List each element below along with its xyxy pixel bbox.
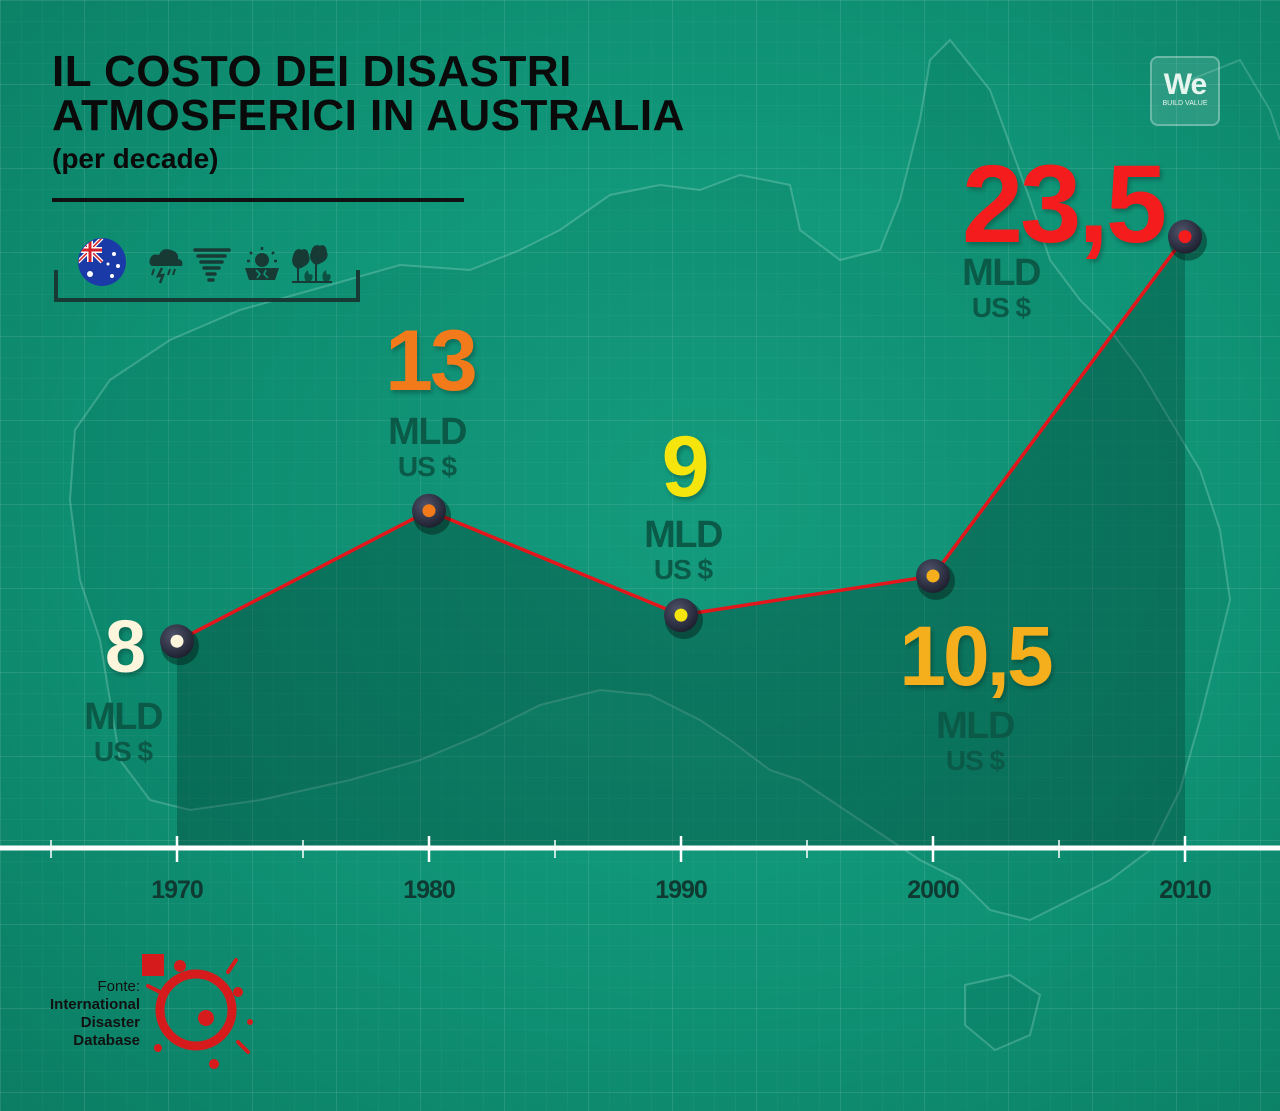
data-point-2000: [916, 558, 955, 600]
chart-title: IL COSTO DEI DISASTRI ATMOSFERICI IN AUS…: [52, 50, 685, 138]
unit-mld: MLD: [644, 514, 723, 556]
unit-label-2000: MLD US $: [920, 707, 1030, 775]
source-name-line-3: Database: [73, 1032, 140, 1049]
data-point-1970: [160, 624, 199, 666]
line-segment: [680, 574, 934, 617]
source-name-line-2: Disaster: [80, 1014, 140, 1031]
australia-flag-icon: [76, 236, 126, 286]
title-divider: [52, 198, 464, 202]
line-segment: [176, 509, 430, 643]
x-tick-label-1990: 1990: [655, 876, 708, 904]
data-point-1990: [664, 598, 703, 640]
value-label-1980: 13: [385, 313, 478, 409]
unit-usd: US $: [93, 736, 153, 767]
data-point-2010: [1168, 219, 1207, 261]
unit-usd: US $: [397, 451, 457, 482]
tornado-icon: [193, 248, 231, 282]
unit-label-1980: MLD US $: [372, 413, 482, 481]
series-line: [176, 235, 1187, 643]
x-tick-label-1980: 1980: [403, 876, 456, 904]
unit-mld: MLD: [962, 252, 1041, 294]
area-under-line: [177, 236, 1185, 848]
source-splash-logo: [142, 954, 253, 1069]
source-credit: Fonte: International Disaster Database: [20, 978, 140, 1050]
chart-subtitle: (per decade): [52, 143, 219, 174]
title-line-1: IL COSTO DEI DISASTRI: [52, 47, 572, 96]
unit-usd: US $: [653, 554, 713, 585]
we-build-value-logo: We BUILD VALUE: [1150, 56, 1220, 126]
unit-label-1990: MLD US $: [628, 516, 738, 584]
drought-icon: [245, 247, 279, 280]
unit-label-2010: MLD US $: [946, 254, 1056, 322]
line-segment: [931, 235, 1187, 577]
source-name-line-1: International: [49, 996, 140, 1013]
chart-area-fill: [177, 236, 1185, 848]
unit-usd: US $: [971, 292, 1031, 323]
title-line-2: ATMOSFERICI IN AUSTRALIA: [52, 91, 685, 140]
unit-usd: US $: [945, 745, 1005, 776]
x-tick-label-1970: 1970: [151, 876, 204, 904]
unit-mld: MLD: [936, 705, 1015, 747]
source-label: Fonte:: [97, 978, 140, 995]
storm-icon: [149, 249, 183, 284]
x-tick-label-2010: 2010: [1159, 876, 1212, 904]
value-label-2000: 10,5: [899, 609, 1054, 703]
logo-mark: We: [1163, 68, 1207, 101]
data-points: [160, 219, 1207, 666]
x-tick-label-2000: 2000: [907, 876, 960, 904]
bushfire-icon: [292, 245, 332, 283]
unit-mld: MLD: [388, 411, 467, 453]
unit-mld: MLD: [84, 696, 163, 738]
value-label-1990: 9: [661, 419, 710, 515]
value-label-1970: 8: [104, 605, 146, 688]
x-axis: [0, 836, 1280, 862]
line-segment: [428, 509, 682, 617]
value-label-2010: 23,5: [961, 143, 1167, 266]
unit-label-1970: MLD US $: [68, 698, 178, 766]
icon-group-bracket: [54, 270, 360, 302]
logo-tagline: BUILD VALUE: [1162, 100, 1208, 107]
data-point-1980: [412, 493, 451, 535]
